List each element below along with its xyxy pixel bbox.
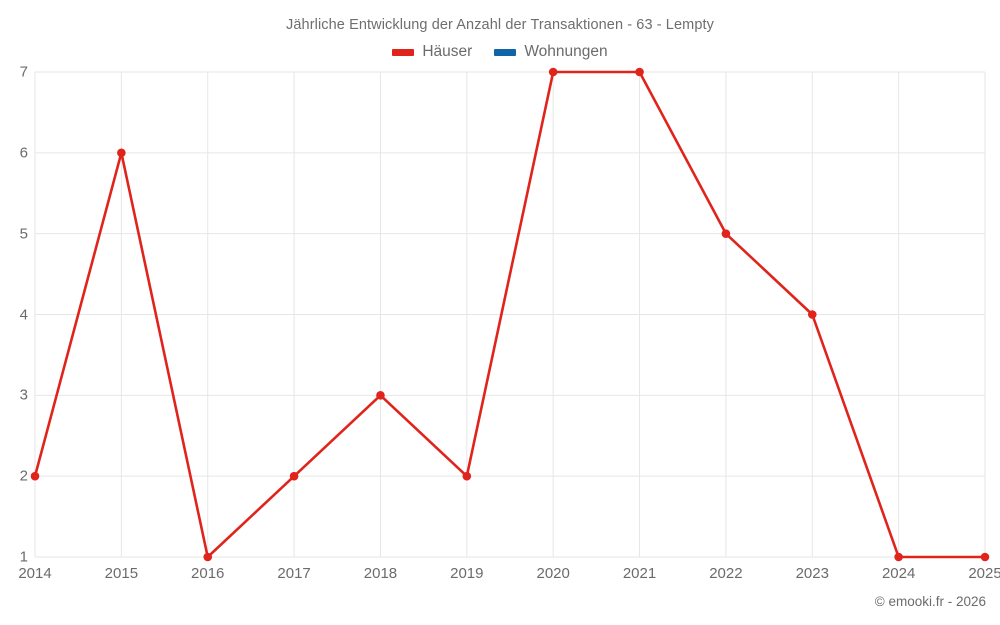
x-axis-tick-label: 2024: [881, 565, 916, 582]
legend-item-haeuser[interactable]: Häuser: [392, 42, 472, 62]
series-markers: [30, 67, 990, 562]
y-axis-labels: 1 2 3 4 5 6 7: [0, 65, 28, 565]
y-axis-tick-label: 6: [19, 144, 28, 162]
y-axis-tick-label: 7: [19, 63, 28, 81]
data-point[interactable]: [721, 229, 731, 238]
legend-swatch-icon-wohnungen: [494, 48, 517, 56]
series-line-häuser: [33, 70, 987, 559]
y-axis-tick-label: 2: [19, 467, 28, 485]
data-point[interactable]: [117, 148, 126, 158]
footer-credit: © emooki.fr - 2026: [874, 594, 986, 609]
x-axis-tick-label: 2016: [191, 565, 225, 582]
y-axis-tick-label: 5: [19, 225, 28, 243]
data-point[interactable]: [980, 552, 990, 562]
y-axis-tick-label: 3: [19, 386, 28, 404]
plot-area: [30, 67, 990, 562]
legend-label-haeuser: Häuser: [422, 43, 473, 60]
plot-svg: [30, 67, 990, 562]
chart-legend: Häuser Wohnungen: [0, 42, 1000, 62]
x-axis-tick-label: 2021: [622, 565, 657, 582]
data-point[interactable]: [30, 471, 40, 481]
x-axis-tick-label: 2015: [104, 565, 139, 582]
legend-item-wohnungen[interactable]: Wohnungen: [494, 42, 608, 62]
data-point[interactable]: [894, 552, 903, 562]
x-axis-tick-label: 2019: [450, 565, 484, 582]
gridlines-horizontal: [35, 71, 985, 558]
data-point[interactable]: [807, 310, 817, 319]
x-axis-labels: 2014 2015 2016 2017 2018 2019 2020 2021 2022 2023…: [18, 565, 1000, 588]
data-point[interactable]: [548, 67, 558, 77]
y-axis-tick-label: 1: [19, 548, 28, 566]
data-point[interactable]: [289, 471, 299, 481]
legend-swatch-icon-haeuser: [392, 48, 415, 56]
chart-title: Jährliche Entwicklung der Anzahl der Tra…: [286, 17, 714, 33]
x-axis-tick-label: 2025: [968, 565, 1000, 582]
x-axis-tick-label: 2023: [795, 565, 829, 582]
x-axis-tick-label: 2018: [363, 565, 398, 582]
x-axis-tick-label: 2022: [709, 565, 743, 582]
series-lines: [33, 70, 987, 559]
data-point[interactable]: [462, 471, 472, 481]
legend-label-wohnungen: Wohnungen: [524, 43, 608, 60]
x-axis-tick-label: 2020: [536, 565, 570, 582]
data-point[interactable]: [635, 67, 644, 77]
data-point[interactable]: [203, 552, 213, 562]
x-axis-tick-label: 2014: [18, 565, 52, 582]
x-axis-tick-label: 2017: [277, 565, 311, 582]
data-point[interactable]: [376, 391, 385, 400]
y-axis-tick-label: 4: [19, 306, 28, 323]
